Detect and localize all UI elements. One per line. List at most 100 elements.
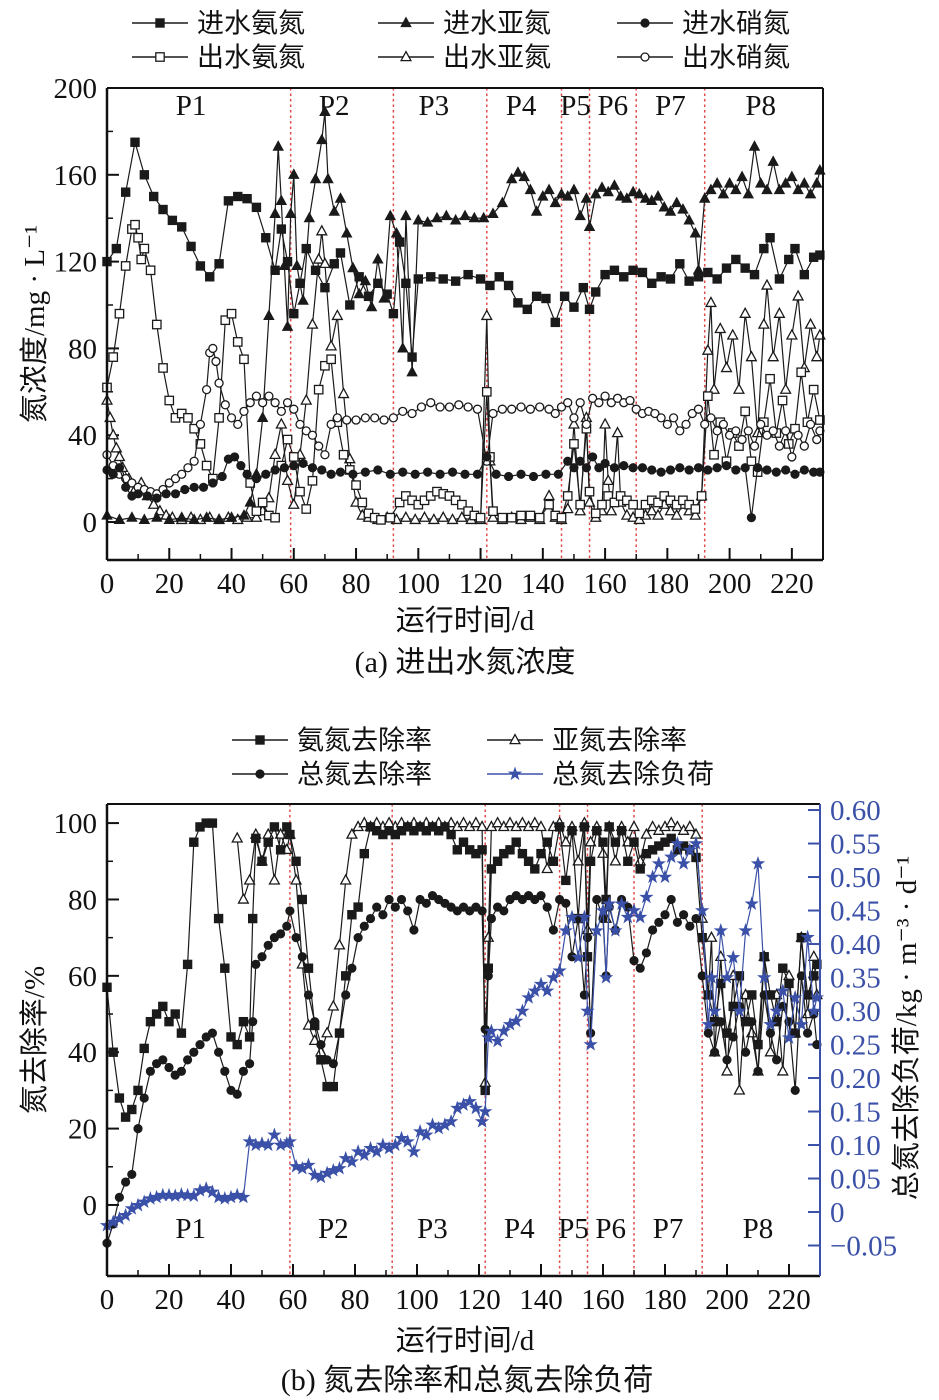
phase-label-P2: P2	[319, 90, 350, 122]
legend-label: 出水氨氮	[197, 43, 305, 73]
x-tick-label: 160	[581, 1284, 625, 1316]
x-tick-label: 80	[341, 1284, 370, 1316]
series-rem-tn	[102, 891, 822, 1248]
y-left-tick-label: 120	[54, 247, 98, 279]
phase-label-P1: P1	[175, 1213, 206, 1245]
x-tick-label: 20	[155, 568, 184, 600]
y-right-tick-label: 0.40	[830, 929, 881, 961]
legend-label: 总氮去除率	[297, 760, 432, 790]
phase-label-P5: P5	[560, 90, 591, 122]
chart-a-xlabel: 运行时间/d	[395, 605, 535, 637]
legend-label: 进水氨氮	[197, 9, 305, 39]
series-inf-no3	[102, 452, 825, 523]
phase-label-P3: P3	[419, 90, 450, 122]
x-tick-label: 0	[100, 1284, 115, 1316]
series-rem-load	[99, 835, 825, 1232]
legend-item-总氮去除负荷: 总氮去除负荷	[487, 760, 714, 790]
x-tick-label: 160	[583, 568, 627, 600]
y-left-tick-label: 40	[68, 1037, 97, 1069]
y-right-tick-label: 0.10	[830, 1130, 881, 1162]
phase-label-P6: P6	[595, 1213, 626, 1245]
y-left-tick-label: 60	[68, 961, 97, 993]
x-tick-label: 220	[767, 1284, 811, 1316]
series-eff-no3	[102, 343, 825, 499]
y-right-tick-label: 0	[830, 1197, 845, 1229]
x-tick-label: 120	[459, 568, 503, 600]
phase-label-P8: P8	[745, 90, 776, 122]
chart-a-axes: 0 20 40 60 80 100 120 140 160 180 200 220 0 40 80 120 16…	[54, 73, 814, 600]
x-tick-label: 20	[155, 1284, 184, 1316]
y-left-tick-label: 80	[68, 884, 97, 916]
chart-a-ylabel: 氮浓度/mg · L⁻¹	[19, 225, 51, 423]
y-right-tick-label: 0.55	[830, 829, 881, 861]
x-tick-label: 200	[708, 568, 752, 600]
legend-item-进水亚氮: 进水亚氮	[378, 9, 551, 39]
series-inf-nh4	[102, 137, 825, 362]
x-tick-label: 80	[342, 568, 371, 600]
legend-item-进水氨氮: 进水氨氮	[132, 9, 305, 39]
phase-label-P6: P6	[598, 90, 629, 122]
x-tick-label: 180	[643, 1284, 687, 1316]
x-tick-label: 120	[457, 1284, 501, 1316]
chart-b-ylabel-left: 氮去除率/%	[19, 965, 51, 1115]
x-tick-label: 140	[519, 1284, 563, 1316]
y-right-tick-label: 0.35	[830, 963, 881, 995]
y-right-tick-label: 0.15	[830, 1097, 881, 1129]
chart-b-xlabel: 运行时间/d	[395, 1325, 535, 1357]
x-tick-label: 40	[217, 1284, 246, 1316]
x-tick-label: 100	[397, 568, 441, 600]
legend-label: 亚氮去除率	[552, 726, 687, 756]
x-tick-label: 100	[395, 1284, 439, 1316]
legend-label: 出水亚氮	[443, 43, 551, 73]
x-tick-label: 200	[705, 1284, 749, 1316]
legend-item-进水硝氮: 进水硝氮	[617, 9, 790, 39]
y-right-tick-label: 0.30	[830, 996, 881, 1028]
y-left-tick-label: 0	[83, 507, 98, 539]
legend-label: 氨氮去除率	[297, 726, 432, 756]
y-left-tick-label: 160	[54, 160, 98, 192]
chart-b-caption: (b) 氮去除率和总氮去除负荷	[280, 1364, 654, 1397]
x-tick-label: 0	[100, 568, 115, 600]
legend-item-出水氨氮: 出水氨氮	[132, 43, 305, 73]
phase-label-P7: P7	[653, 1213, 684, 1245]
legend-label: 出水硝氮	[682, 43, 790, 73]
chart-b-phase-lines: P1 P2 P3 P4 P5 P6 P7 P8	[175, 804, 773, 1276]
y-right-tick-label: 0.05	[830, 1164, 881, 1196]
series-inf-no2	[101, 105, 826, 524]
y-right-tick-label: 0.20	[830, 1063, 881, 1095]
phase-label-P7: P7	[655, 90, 686, 122]
legend-item-总氮去除率: 总氮去除率	[232, 760, 432, 790]
x-tick-label: 60	[279, 1284, 308, 1316]
phase-label-P3: P3	[417, 1213, 448, 1245]
legend-label: 总氮去除负荷	[552, 760, 714, 790]
y-left-tick-label: 100	[54, 808, 98, 840]
legend-item-出水亚氮: 出水亚氮	[378, 43, 551, 73]
x-tick-label: 180	[646, 568, 690, 600]
x-tick-label: 220	[770, 568, 814, 600]
legend-item-氨氮去除率: 氨氮去除率	[232, 726, 432, 756]
y-left-tick-label: 40	[68, 420, 97, 452]
phase-label-P2: P2	[318, 1213, 349, 1245]
y-right-tick-label: 0.50	[830, 862, 881, 894]
phase-label-P4: P4	[506, 90, 537, 122]
x-tick-label: 40	[217, 568, 246, 600]
y-right-tick-label: −0.05	[830, 1231, 897, 1263]
legend-label: 进水亚氮	[443, 9, 551, 39]
phase-label-P8: P8	[743, 1213, 774, 1245]
y-left-tick-label: 80	[68, 333, 97, 365]
chart-a-plot-frame	[105, 87, 824, 562]
phase-label-P1: P1	[176, 90, 207, 122]
legend-item-亚氮去除率: 亚氮去除率	[487, 726, 687, 756]
chart-b-ylabel-right: 总氮去除负荷/kg · m⁻³ · d⁻¹	[891, 855, 923, 1201]
y-left-tick-label: 200	[54, 73, 98, 105]
y-left-tick-label: 20	[68, 1114, 97, 1146]
y-left-tick-label: 0	[83, 1190, 98, 1222]
x-tick-label: 140	[521, 568, 565, 600]
chart-a-caption: (a) 进出水氮浓度	[354, 646, 576, 679]
phase-label-P5: P5	[558, 1213, 589, 1245]
phase-label-P4: P4	[504, 1213, 535, 1245]
